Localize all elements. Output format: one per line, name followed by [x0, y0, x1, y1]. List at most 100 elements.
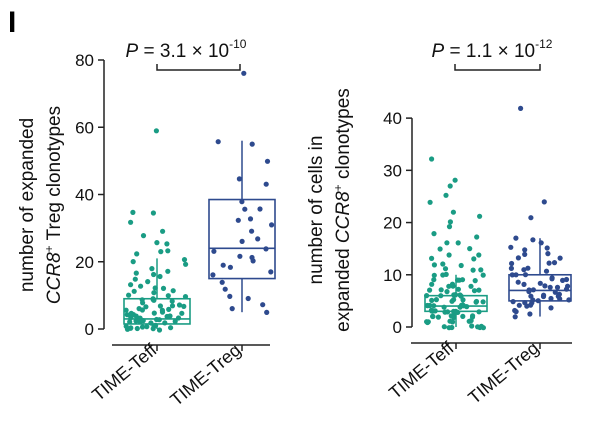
data-point-right-1-20: [522, 272, 529, 278]
data-point-right-1-15: [509, 260, 515, 267]
y-axis-label-line1-left: number of expanded: [17, 118, 38, 292]
data-point-left-1-26: [227, 293, 233, 299]
data-point-left-0-26: [131, 288, 137, 294]
data-point-left-0-48: [151, 310, 157, 316]
data-point-left-0-62: [127, 319, 133, 325]
data-point-right-0-103: [475, 324, 481, 330]
data-point-left-0-11: [181, 257, 188, 263]
data-point-left-0-33: [151, 297, 157, 303]
data-point-left-0-8: [165, 248, 171, 254]
data-point-right-0-71: [455, 309, 461, 315]
data-point-left-1-0: [241, 70, 247, 76]
data-point-left-0-41: [143, 304, 149, 310]
data-point-left-0-18: [157, 273, 163, 280]
data-point-right-0-80: [445, 309, 451, 315]
data-point-right-1-24: [563, 276, 570, 283]
data-point-right-1-45: [548, 295, 554, 302]
data-point-right-1-10: [545, 251, 551, 257]
data-point-right-0-1: [452, 177, 458, 183]
data-point-right-0-51: [424, 293, 430, 299]
data-point-right-0-88: [435, 314, 441, 320]
data-point-left-0-49: [159, 309, 166, 315]
data-point-left-0-71: [144, 324, 150, 330]
data-point-left-1-29: [229, 306, 235, 312]
data-point-left-0-73: [139, 324, 146, 330]
data-point-right-1-6: [508, 244, 514, 250]
data-point-right-1-14: [546, 260, 552, 266]
y-axis-label-line2-left: CCR8+ Treg clonotypes: [42, 106, 65, 304]
data-point-left-0-21: [128, 282, 134, 288]
boxes-left: [123, 140, 276, 329]
x-tick-label-treg-right: TIME-Treg: [464, 338, 542, 408]
data-point-right-0-96: [424, 319, 431, 326]
data-point-right-1-26: [549, 276, 555, 282]
chart-panel-left: number of expanded CCR8+ Treg clonotypes…: [17, 37, 276, 410]
data-point-left-1-10: [235, 217, 241, 223]
data-point-right-0-20: [458, 262, 464, 269]
data-point-right-0-9: [431, 231, 437, 237]
data-point-right-1-3: [513, 235, 519, 241]
y-axis-ticks-left: 0 20 40 60 80: [75, 51, 270, 351]
data-point-left-1-19: [250, 258, 256, 264]
significance-bracket-right: [454, 64, 541, 71]
data-point-right-0-76: [430, 308, 436, 314]
data-point-right-1-29: [542, 283, 548, 289]
data-point-left-0-14: [149, 266, 155, 272]
data-point-left-0-24: [160, 285, 167, 291]
points-left: [123, 70, 275, 333]
data-point-right-1-27: [515, 279, 521, 285]
p-value-annotation-left: P = 3.1 × 10-10: [126, 37, 247, 62]
data-point-left-0-39: [169, 303, 176, 309]
data-point-left-0-78: [150, 326, 156, 332]
data-point-right-1-31: [521, 281, 527, 287]
data-point-left-0-3: [128, 219, 134, 225]
data-point-right-1-4: [530, 237, 536, 243]
data-point-right-0-16: [446, 252, 452, 258]
data-point-left-0-72: [168, 325, 174, 331]
data-point-left-0-54: [164, 313, 170, 320]
data-point-left-0-56: [133, 313, 139, 319]
data-point-left-0-28: [126, 292, 132, 298]
data-point-left-1-13: [255, 236, 261, 242]
data-point-right-1-57: [513, 309, 519, 315]
data-point-right-1-28: [537, 280, 543, 286]
data-point-right-1-8: [522, 247, 528, 253]
data-point-right-1-39: [552, 289, 558, 295]
data-point-left-1-23: [210, 272, 216, 278]
data-point-left-1-1: [215, 139, 221, 145]
data-point-right-1-58: [527, 311, 533, 317]
data-point-left-0-13: [183, 261, 189, 267]
data-point-left-0-16: [133, 270, 139, 276]
data-point-left-0-23: [152, 285, 158, 291]
data-point-left-0-35: [169, 298, 175, 304]
data-point-left-0-1: [130, 209, 136, 215]
data-point-left-0-76: [134, 325, 140, 332]
data-point-right-0-22: [442, 266, 449, 272]
data-point-left-1-27: [245, 295, 251, 302]
data-point-right-0-23: [478, 267, 484, 273]
points-right: [424, 105, 572, 331]
data-point-left-0-9: [158, 249, 164, 255]
data-point-right-0-30: [431, 277, 437, 283]
data-point-left-1-9: [247, 216, 254, 222]
chart-panel-right: number of cells in expanded CCR8+ clonot…: [306, 37, 572, 408]
data-point-right-0-78: [451, 308, 457, 314]
data-point-left-0-12: [130, 259, 136, 265]
x-tick-label-teff-right: TIME-Teff: [385, 337, 458, 403]
data-point-left-0-77: [124, 326, 131, 332]
data-point-right-0-83: [460, 313, 466, 319]
data-point-left-0-37: [176, 302, 183, 308]
data-point-right-1-33: [554, 284, 561, 290]
y-tick-label-left-2: 40: [75, 186, 94, 205]
data-point-right-0-42: [444, 289, 450, 295]
data-point-right-0-2: [447, 183, 453, 189]
data-point-left-1-22: [268, 269, 274, 275]
data-point-right-0-98: [469, 323, 475, 329]
data-point-left-1-24: [219, 279, 225, 285]
data-point-left-0-15: [165, 268, 171, 274]
data-point-left-0-4: [160, 228, 166, 234]
data-point-left-0-65: [133, 318, 139, 324]
data-point-right-0-38: [449, 281, 456, 287]
x-tick-label-treg-left: TIME-Treg: [166, 340, 244, 410]
